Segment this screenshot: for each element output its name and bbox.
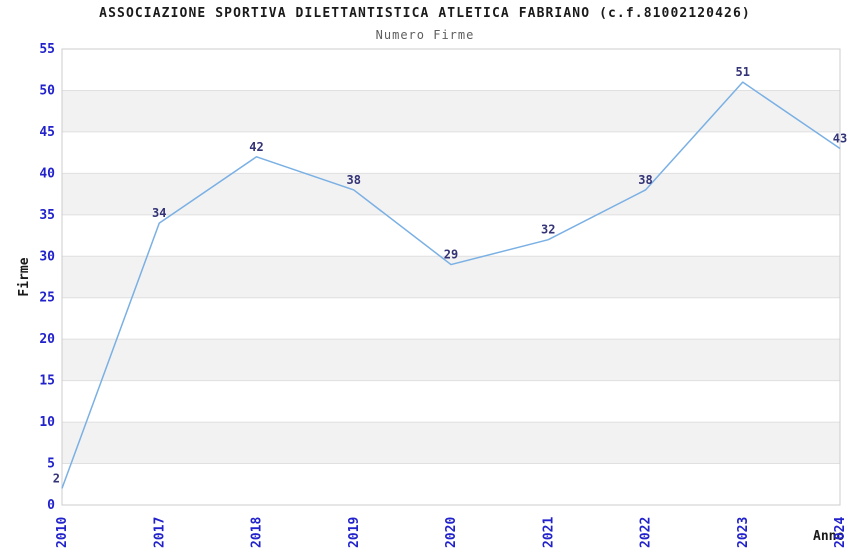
y-tick-label: 15 (39, 374, 55, 389)
x-tick-label: 2017 (152, 517, 167, 548)
y-tick-label: 0 (47, 498, 55, 513)
x-tick-label: 2018 (250, 517, 265, 548)
x-tick-label: 2019 (347, 517, 362, 548)
data-point-label: 2 (53, 471, 60, 485)
y-tick-label: 20 (39, 332, 55, 347)
y-tick-label: 45 (39, 125, 55, 140)
chart-title: ASSOCIAZIONE SPORTIVA DILETTANTISTICA AT… (99, 6, 751, 21)
y-tick-label: 40 (39, 166, 55, 181)
data-point-label: 29 (444, 248, 458, 262)
y-tick-label: 25 (39, 291, 55, 306)
x-tick-label: 2010 (55, 517, 70, 548)
data-point-label: 51 (736, 65, 750, 79)
data-series-line (61, 81, 841, 489)
plot-band (62, 339, 840, 381)
data-point-label: 42 (249, 140, 263, 154)
data-point-label: 38 (347, 173, 361, 187)
data-point-label: 32 (541, 223, 555, 237)
data-point-label: 43 (833, 131, 847, 145)
y-tick-label: 5 (47, 457, 55, 472)
data-point-label: 34 (152, 206, 166, 220)
y-tick-label: 30 (39, 249, 55, 264)
plot-band (62, 256, 840, 298)
x-tick-label: 2022 (639, 517, 654, 548)
y-tick-label: 10 (39, 415, 55, 430)
y-tick-label: 55 (39, 42, 55, 57)
x-tick-label: 2020 (444, 517, 459, 548)
x-axis-title: Anno (813, 529, 845, 544)
chart-subtitle: Numero Firme (375, 28, 475, 42)
x-tick-label: 2024 (833, 517, 848, 548)
x-tick-label: 2021 (541, 517, 556, 548)
plot-band (62, 422, 840, 464)
plot-border (61, 48, 841, 506)
x-tick-label: 2023 (736, 517, 751, 548)
y-tick-label: 50 (39, 83, 55, 98)
data-point-label: 38 (638, 173, 652, 187)
plot-band (62, 90, 840, 132)
plot-band (62, 173, 840, 215)
y-tick-label: 35 (39, 208, 55, 223)
